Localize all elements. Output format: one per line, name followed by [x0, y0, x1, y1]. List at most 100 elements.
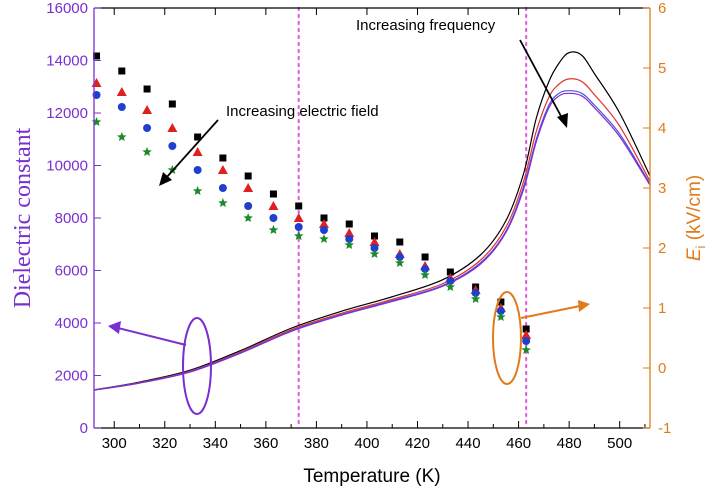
point-square-5 — [219, 154, 227, 162]
x-tick-label-440: 440 — [456, 435, 481, 452]
point-star-14 — [445, 282, 456, 292]
arrow-head-left — [108, 321, 121, 334]
point-square-16 — [497, 298, 505, 306]
point-circle-2 — [143, 124, 152, 132]
x-tick-label-380: 380 — [304, 435, 329, 452]
point-circle-16 — [496, 307, 505, 315]
point-square-7 — [269, 190, 277, 198]
point-star-0 — [91, 117, 102, 127]
point-circle-8 — [294, 223, 303, 231]
point-square-6 — [244, 172, 252, 180]
point-square-1 — [118, 67, 126, 75]
point-circle-1 — [117, 103, 126, 111]
point-star-8 — [293, 231, 304, 241]
y-left-tick-label-2000: 2000 — [55, 368, 88, 385]
point-star-2 — [142, 147, 152, 157]
point-circle-7 — [269, 214, 278, 222]
x-tick-label-320: 320 — [152, 435, 177, 452]
point-star-4 — [192, 186, 203, 196]
y-axis-right-ticks: -1 0 1 2 3 4 5 6 — [643, 0, 671, 437]
y-right-tick-label-0: 0 — [658, 360, 666, 377]
y-left-tick-label-16000: 16000 — [46, 0, 88, 17]
point-group-oval — [492, 291, 522, 385]
arrow-head-right — [578, 300, 590, 312]
point-circle-10 — [345, 235, 354, 243]
point-triangle-3 — [167, 123, 178, 132]
arrow-head-field — [159, 172, 172, 186]
field-points — [91, 52, 532, 355]
y-right-tick-label-4: 4 — [658, 120, 666, 137]
x-tick-label-480: 480 — [557, 435, 582, 452]
y-left-tick-label-6000: 6000 — [55, 263, 88, 280]
point-square-11 — [371, 232, 379, 240]
y-right-tick-label--1: -1 — [658, 420, 671, 437]
y-right-tick-label-2: 2 — [658, 240, 666, 257]
point-circle-17 — [522, 337, 531, 345]
point-star-1 — [117, 132, 127, 142]
y-axis-left-ticks: 0 2000 4000 6000 8000 10000 12000 14000 16000 — [46, 0, 101, 437]
point-circle-4 — [193, 166, 202, 174]
x-tick-label-400: 400 — [354, 435, 379, 452]
point-triangle-7 — [268, 201, 279, 210]
point-square-0 — [93, 52, 101, 60]
x-tick-label-500: 500 — [607, 435, 632, 452]
y-axis-right-label: Ei (kV/cm) — [684, 175, 708, 261]
x-tick-label-300: 300 — [102, 435, 127, 452]
arrow-to-right-axis — [520, 305, 581, 319]
curve-0 — [93, 51, 651, 391]
point-square-10 — [345, 220, 353, 228]
dielectric-curves — [93, 51, 651, 391]
y-left-tick-label-12000: 12000 — [46, 105, 88, 122]
annotation-electric-field: Increasing electric field — [226, 103, 379, 120]
y-right-tick-label-1: 1 — [658, 300, 666, 317]
point-triangle-2 — [142, 105, 153, 114]
point-circle-9 — [319, 226, 328, 234]
point-triangle-10 — [344, 228, 355, 237]
point-star-7 — [268, 225, 279, 235]
y-axis-right-symbol: E — [684, 248, 705, 261]
point-star-15 — [470, 294, 481, 304]
y-left-tick-label-14000: 14000 — [46, 53, 88, 70]
point-square-14 — [446, 268, 454, 276]
point-triangle-9 — [318, 219, 329, 228]
point-star-11 — [369, 249, 380, 259]
point-square-13 — [421, 253, 429, 261]
arrow-to-left-axis — [117, 327, 187, 346]
point-circle-14 — [446, 277, 455, 285]
point-triangle-6 — [243, 183, 254, 192]
y-axis-left-label: Dielectric constant — [10, 127, 36, 308]
point-star-5 — [218, 198, 228, 208]
curve-group-oval — [182, 317, 212, 415]
point-square-12 — [396, 238, 404, 246]
x-tick-label-360: 360 — [253, 435, 278, 452]
point-triangle-0 — [91, 78, 102, 87]
arrow-increasing-frequency — [519, 39, 563, 119]
y-right-tick-label-5: 5 — [658, 60, 666, 77]
point-triangle-11 — [369, 237, 380, 246]
y-left-tick-label-10000: 10000 — [46, 158, 88, 175]
point-triangle-1 — [116, 87, 127, 96]
point-star-12 — [395, 258, 405, 268]
point-square-17 — [522, 325, 530, 333]
point-star-9 — [319, 234, 329, 244]
point-star-6 — [243, 213, 253, 223]
point-star-3 — [167, 165, 178, 175]
curve-1 — [93, 78, 651, 391]
curve-3 — [93, 92, 651, 391]
y-right-tick-label-6: 6 — [658, 0, 666, 17]
point-triangle-17 — [521, 330, 532, 339]
y-axis-right-unit: (kV/cm) — [684, 175, 705, 246]
y-right-tick-label-3: 3 — [658, 180, 666, 197]
point-circle-11 — [370, 244, 379, 252]
point-triangle-4 — [192, 147, 203, 156]
x-tick-label-420: 420 — [405, 435, 430, 452]
arrow-head-frequency — [557, 113, 568, 128]
y-axis-right-subscript: i — [693, 245, 708, 248]
annotation-frequency: Increasing frequency — [356, 17, 496, 34]
point-square-8 — [295, 202, 303, 210]
point-circle-5 — [218, 184, 227, 192]
point-square-3 — [168, 100, 176, 108]
point-circle-13 — [421, 265, 430, 273]
annotation-graphics — [108, 39, 590, 415]
